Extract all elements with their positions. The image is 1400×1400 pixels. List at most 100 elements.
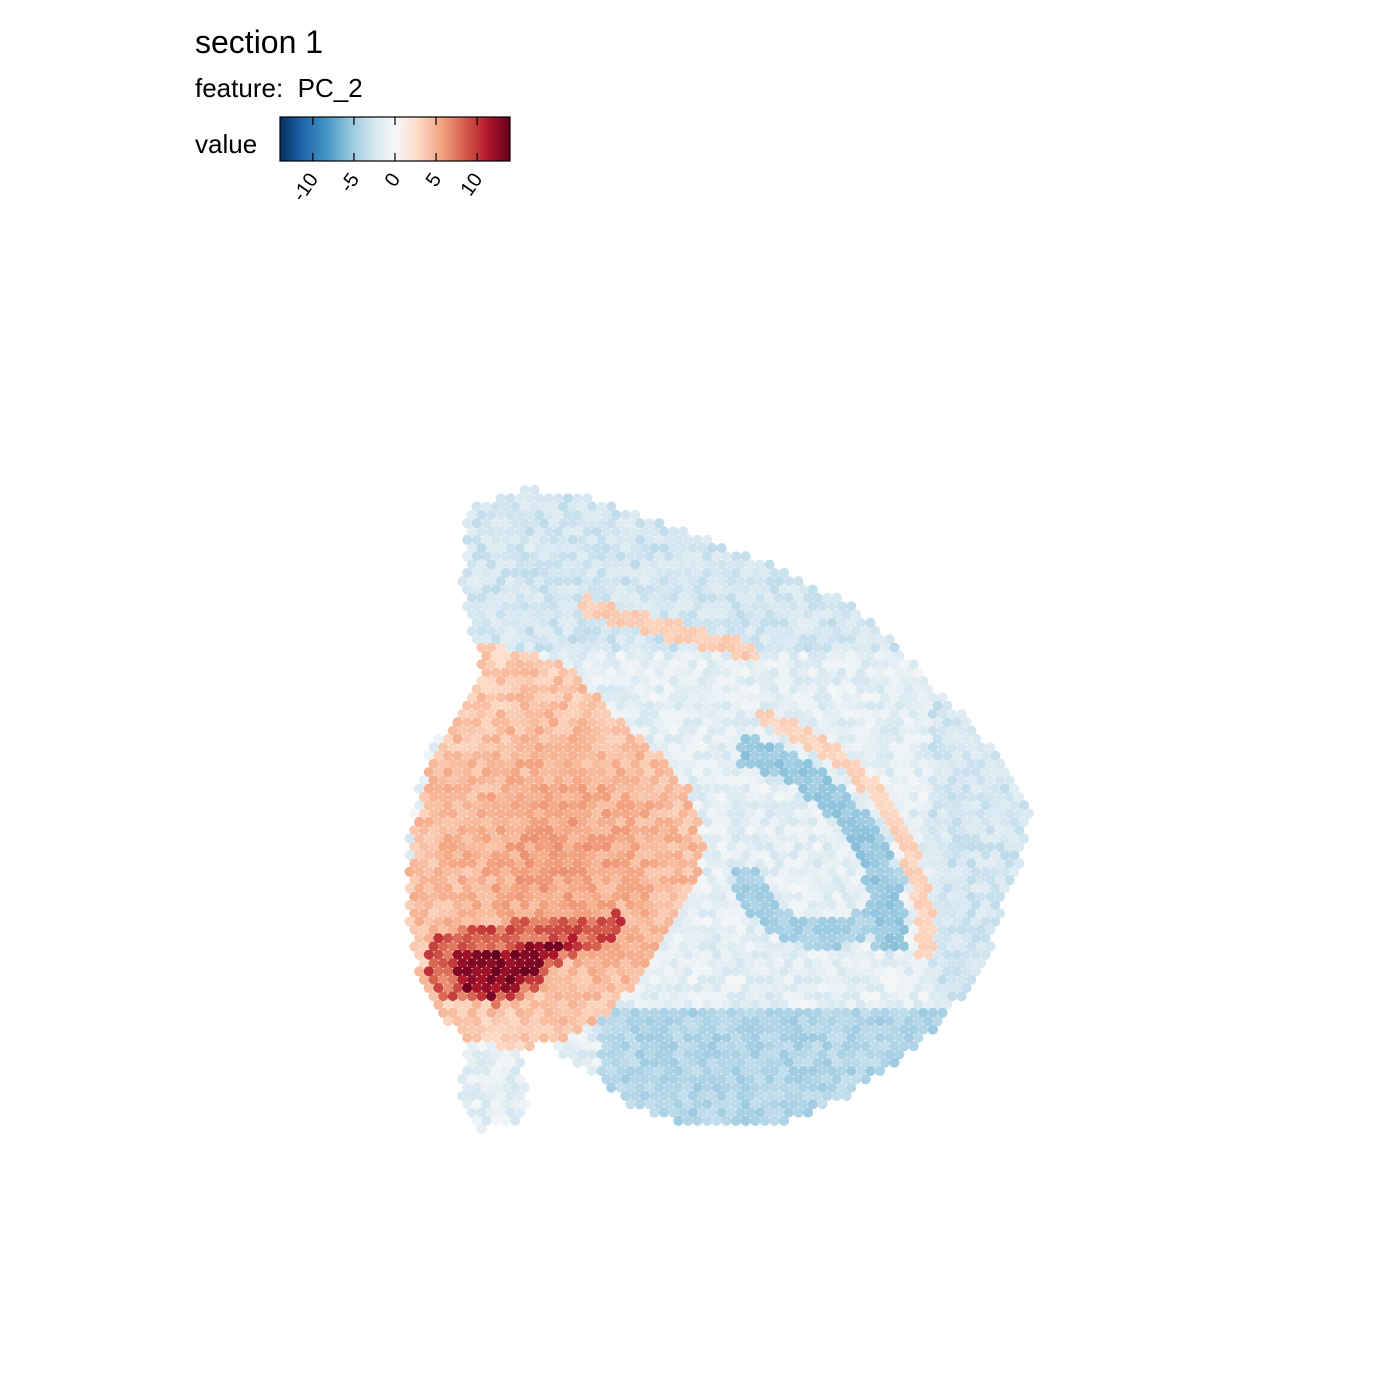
spot-point xyxy=(735,1041,746,1052)
spot-point xyxy=(553,958,564,969)
spot-point xyxy=(793,642,804,653)
spot-point xyxy=(894,733,905,745)
spot-point xyxy=(663,717,674,728)
spot-point xyxy=(740,933,751,944)
spot-point xyxy=(510,750,521,761)
spot-point xyxy=(481,567,492,579)
spot-point xyxy=(519,518,530,529)
spot-point xyxy=(538,966,550,977)
spot-point xyxy=(630,1041,641,1052)
spot-point xyxy=(793,841,804,853)
spot-point xyxy=(481,999,492,1010)
spot-point xyxy=(841,875,852,886)
spot-point xyxy=(630,825,641,836)
spot-point xyxy=(894,883,905,894)
spot-point xyxy=(702,899,713,911)
spot-point xyxy=(534,974,545,985)
spot-point xyxy=(865,982,876,994)
spot-point xyxy=(730,933,742,944)
spot-point xyxy=(673,1115,684,1126)
spot-point xyxy=(716,1090,727,1101)
spot-point xyxy=(529,717,540,728)
spot-point xyxy=(538,634,550,645)
spot-point xyxy=(668,675,679,687)
spot-point xyxy=(807,1082,818,1093)
spot-point xyxy=(481,1099,492,1110)
spot-point xyxy=(558,717,569,728)
spot-point xyxy=(822,875,833,886)
spot-point xyxy=(788,667,799,678)
spot-point xyxy=(625,1082,636,1093)
spot-point xyxy=(562,742,574,753)
spot-point xyxy=(606,667,617,678)
spot-point xyxy=(591,875,602,886)
spot-point xyxy=(754,775,766,786)
spot-point xyxy=(802,841,814,853)
spot-point xyxy=(558,650,569,662)
spot-point xyxy=(658,1007,670,1019)
spot-point xyxy=(668,609,679,620)
spot-point xyxy=(572,543,583,554)
spot-point xyxy=(922,816,934,828)
spot-point xyxy=(697,941,708,952)
spot-point xyxy=(514,858,526,869)
spot-point xyxy=(726,758,737,770)
spot-point xyxy=(582,891,593,902)
spot-point xyxy=(591,526,602,537)
spot-point xyxy=(466,725,478,736)
spot-point xyxy=(711,667,722,678)
spot-point xyxy=(466,941,478,952)
spot-point xyxy=(495,958,506,969)
spot-point xyxy=(884,966,895,977)
spot-point xyxy=(721,899,732,911)
spot-point xyxy=(630,908,641,919)
spot-point xyxy=(846,949,857,960)
spot-point xyxy=(692,899,703,911)
spot-point xyxy=(697,592,708,604)
spot-point xyxy=(817,667,828,678)
spot-point xyxy=(836,982,847,994)
spot-point xyxy=(706,1090,718,1101)
spot-point xyxy=(486,958,497,969)
spot-point xyxy=(620,1024,631,1035)
spot-point xyxy=(711,966,722,977)
spot-point xyxy=(918,775,929,786)
spot-point xyxy=(663,949,674,960)
spot-point xyxy=(433,816,444,828)
spot-point xyxy=(812,725,823,736)
spot-point xyxy=(726,592,737,604)
spot-point xyxy=(615,567,626,579)
spot-point xyxy=(514,908,526,919)
spot-point xyxy=(500,601,511,612)
spot-point xyxy=(514,1024,526,1035)
spot-point xyxy=(726,908,737,919)
spot-point xyxy=(942,899,953,911)
spot-point xyxy=(490,982,502,994)
spot-point xyxy=(726,626,737,637)
spot-point xyxy=(620,858,631,869)
spot-point xyxy=(678,559,689,570)
spot-point xyxy=(750,783,761,794)
spot-point xyxy=(946,858,958,869)
spot-point xyxy=(524,991,535,1002)
spot-point xyxy=(625,850,636,861)
spot-point xyxy=(567,1032,578,1043)
spot-point xyxy=(505,775,516,786)
spot-point xyxy=(778,767,790,778)
spot-point xyxy=(529,684,540,695)
spot-point xyxy=(726,1057,737,1068)
spot-point xyxy=(490,634,502,645)
spot-point xyxy=(711,617,722,628)
spot-point xyxy=(730,850,742,861)
spot-point xyxy=(668,1090,679,1101)
spot-point xyxy=(894,717,905,728)
spot-point xyxy=(750,1032,761,1043)
spot-point xyxy=(778,1082,790,1093)
spot-point xyxy=(423,883,434,894)
spot-point xyxy=(620,758,631,770)
spot-point xyxy=(860,924,871,936)
spot-point xyxy=(586,650,598,662)
spot-point xyxy=(894,800,905,811)
spot-point xyxy=(529,1032,540,1043)
spot-point xyxy=(846,750,857,761)
